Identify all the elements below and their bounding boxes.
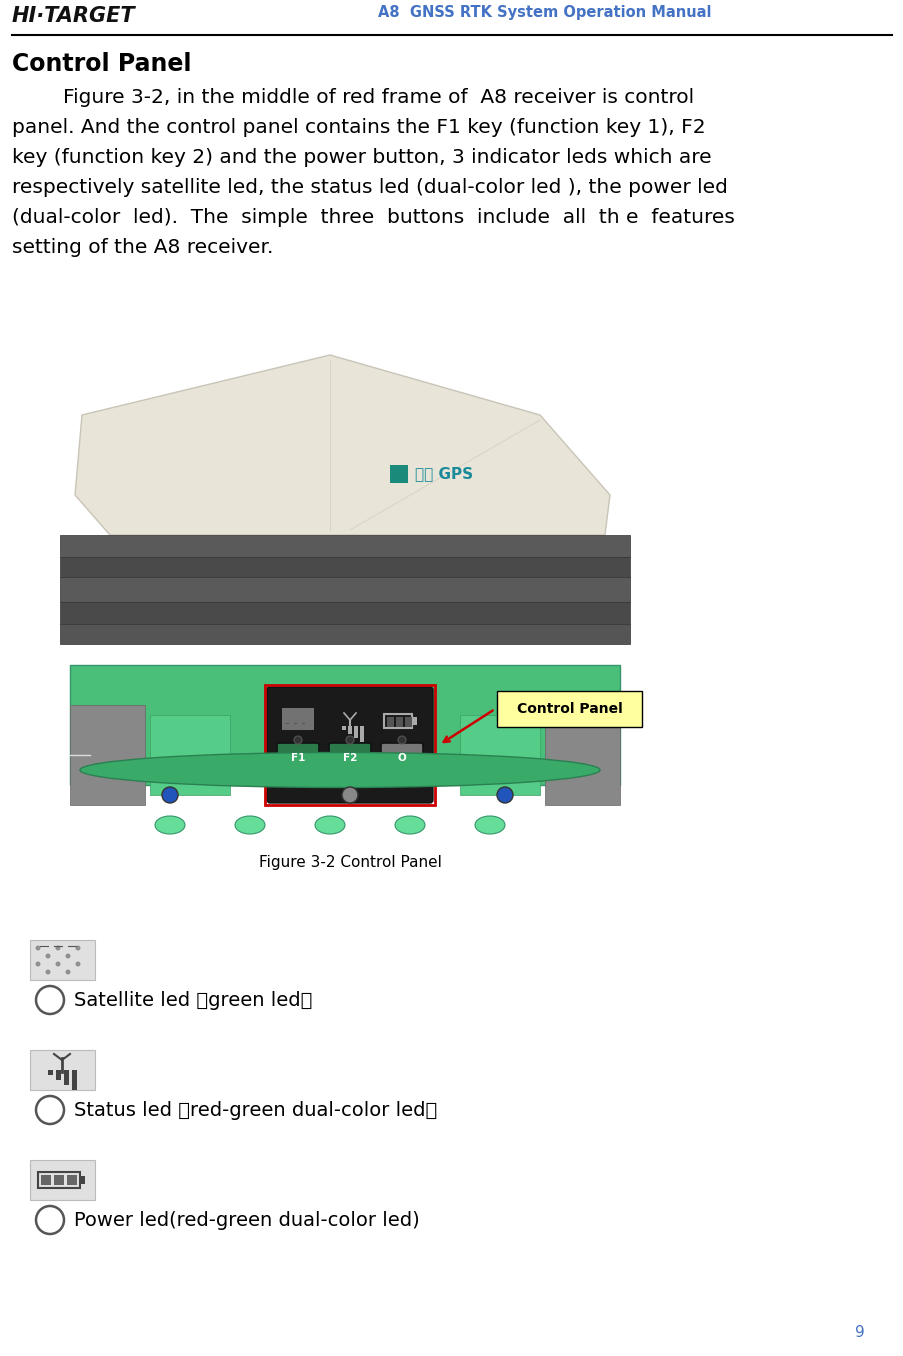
Bar xyxy=(41,1176,51,1185)
Text: 9: 9 xyxy=(854,1325,864,1340)
Text: Figure 3-2 Control Panel: Figure 3-2 Control Panel xyxy=(258,856,441,871)
Ellipse shape xyxy=(154,816,185,834)
Circle shape xyxy=(497,786,512,803)
Circle shape xyxy=(45,953,51,959)
Bar xyxy=(64,1070,69,1085)
Circle shape xyxy=(293,736,302,744)
Circle shape xyxy=(76,945,80,951)
FancyBboxPatch shape xyxy=(266,687,433,803)
Circle shape xyxy=(65,970,70,975)
Circle shape xyxy=(55,961,61,967)
Text: Figure 3-2, in the middle of red frame of  A8 receiver is control: Figure 3-2, in the middle of red frame o… xyxy=(12,88,694,107)
Bar xyxy=(265,685,434,805)
Circle shape xyxy=(341,786,358,803)
Text: respectively satellite led, the status led (dual-color led ), the power led: respectively satellite led, the status l… xyxy=(12,178,727,197)
Text: Power led(red-green dual-color led): Power led(red-green dual-color led) xyxy=(74,1211,419,1230)
Bar xyxy=(38,1172,79,1188)
Bar xyxy=(359,725,364,742)
Text: F2: F2 xyxy=(342,753,357,763)
Circle shape xyxy=(65,953,70,959)
Ellipse shape xyxy=(235,816,265,834)
Bar xyxy=(48,1070,53,1075)
Bar xyxy=(60,536,629,557)
Circle shape xyxy=(35,945,41,951)
Bar xyxy=(60,557,629,578)
Bar xyxy=(341,725,346,730)
Bar xyxy=(396,717,403,727)
Bar xyxy=(460,715,539,795)
Bar xyxy=(30,940,95,980)
Text: Status led （red-green dual-color led）: Status led （red-green dual-color led） xyxy=(74,1101,437,1120)
Text: 华星 GPS: 华星 GPS xyxy=(414,466,472,481)
Bar xyxy=(545,705,619,805)
Circle shape xyxy=(55,945,61,951)
Text: Satellite led （green led）: Satellite led （green led） xyxy=(74,990,312,1009)
Bar xyxy=(497,692,641,727)
Bar xyxy=(348,725,351,734)
Bar xyxy=(386,717,394,727)
Ellipse shape xyxy=(79,753,600,788)
Bar xyxy=(72,1070,77,1090)
Polygon shape xyxy=(75,355,610,536)
Circle shape xyxy=(76,961,80,967)
Ellipse shape xyxy=(314,816,345,834)
Bar xyxy=(405,717,412,727)
Circle shape xyxy=(397,736,405,744)
Circle shape xyxy=(35,961,41,967)
Circle shape xyxy=(162,786,178,803)
Bar xyxy=(79,1176,85,1184)
FancyBboxPatch shape xyxy=(329,743,370,773)
Text: panel. And the control panel contains the F1 key (function key 1), F2: panel. And the control panel contains th… xyxy=(12,118,705,137)
Bar xyxy=(60,578,629,602)
Ellipse shape xyxy=(474,816,505,834)
Bar xyxy=(30,1050,95,1090)
Circle shape xyxy=(346,736,354,744)
Bar xyxy=(60,624,629,644)
Bar xyxy=(282,708,313,730)
Ellipse shape xyxy=(395,816,424,834)
Bar xyxy=(60,602,629,624)
Text: Control Panel: Control Panel xyxy=(516,702,621,716)
Text: HI·TARGET: HI·TARGET xyxy=(12,5,135,26)
Bar xyxy=(70,664,619,785)
Text: setting of the A8 receiver.: setting of the A8 receiver. xyxy=(12,239,273,258)
Bar xyxy=(150,715,229,795)
Text: A8  GNSS RTK System Operation Manual: A8 GNSS RTK System Operation Manual xyxy=(377,5,711,20)
Bar xyxy=(389,465,407,483)
Bar xyxy=(412,717,416,725)
Bar xyxy=(70,705,144,805)
Text: key (function key 2) and the power button, 3 indicator leds which are: key (function key 2) and the power butto… xyxy=(12,148,711,167)
Bar xyxy=(30,1159,95,1200)
Bar xyxy=(56,1070,61,1079)
FancyBboxPatch shape xyxy=(380,743,423,773)
Text: (dual-color  led).  The  simple  three  buttons  include  all  th e  features: (dual-color led). The simple three butto… xyxy=(12,207,734,226)
Bar xyxy=(354,725,358,738)
FancyBboxPatch shape xyxy=(276,743,319,773)
Circle shape xyxy=(45,970,51,975)
Text: Control Panel: Control Panel xyxy=(12,52,191,76)
Text: F1: F1 xyxy=(291,753,305,763)
Bar xyxy=(384,715,412,728)
Text: O: O xyxy=(397,753,406,763)
Bar xyxy=(54,1176,64,1185)
Bar xyxy=(67,1176,77,1185)
